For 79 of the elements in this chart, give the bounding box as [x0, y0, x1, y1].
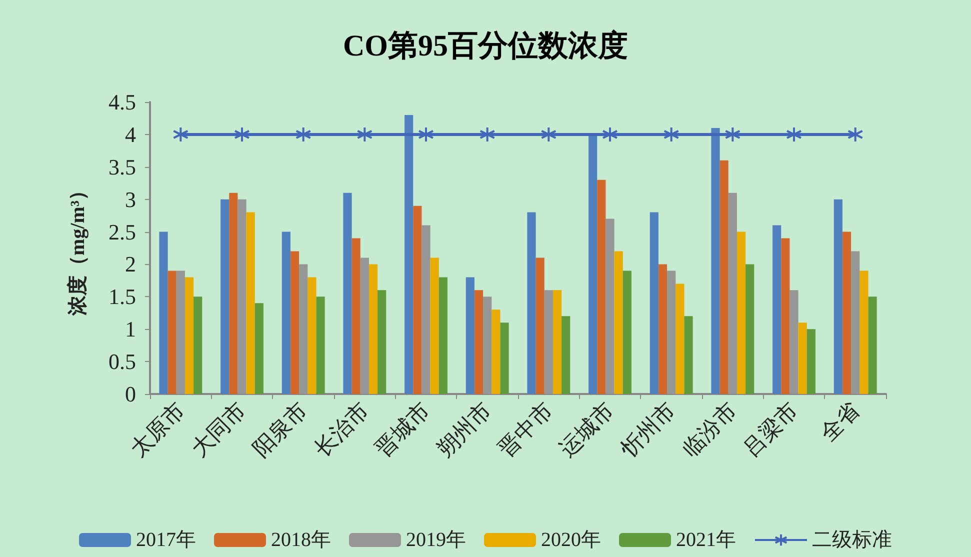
bar	[606, 218, 614, 394]
bar	[544, 290, 553, 394]
bar	[343, 192, 352, 394]
bar	[290, 251, 300, 394]
bar	[562, 316, 570, 394]
bar	[552, 290, 562, 394]
bar	[500, 322, 509, 394]
bar	[474, 290, 484, 394]
bar	[438, 277, 448, 394]
bar	[159, 232, 168, 394]
legend-label: 2021年	[676, 529, 736, 551]
legend-label: 2018年	[271, 529, 331, 551]
bar	[483, 296, 492, 394]
bar	[536, 258, 544, 394]
bar	[781, 238, 790, 394]
bar	[176, 270, 185, 394]
bar	[316, 296, 325, 394]
bar	[684, 316, 693, 394]
x-tick-label: 全省	[815, 397, 864, 446]
bar	[378, 290, 386, 394]
bar	[246, 212, 255, 394]
y-tick-label: 1	[125, 316, 136, 342]
bar	[184, 277, 194, 394]
bar	[622, 270, 632, 394]
y-tick-label: 3.5	[108, 154, 136, 180]
bar	[834, 199, 842, 394]
bar	[492, 310, 500, 394]
y-tick-label: 0.5	[108, 349, 136, 374]
bar	[772, 225, 782, 394]
bar	[658, 264, 668, 394]
chart-title: CO第95百分位数浓度	[343, 28, 628, 62]
bar	[588, 134, 598, 394]
y-tick-label: 3	[125, 186, 136, 212]
legend-label: 2020年	[541, 529, 601, 551]
bar	[422, 225, 430, 394]
y-tick-label: 0	[125, 382, 136, 406]
bar	[368, 264, 378, 394]
legend-label: 2017年	[136, 529, 196, 551]
bar	[404, 114, 414, 394]
bar	[352, 238, 360, 394]
bar	[430, 258, 439, 394]
bar	[711, 128, 720, 394]
bar	[614, 251, 623, 394]
y-tick-label: 4.5	[108, 90, 136, 114]
bar	[736, 232, 746, 394]
bar	[282, 232, 290, 394]
bar	[299, 264, 308, 394]
bar	[413, 206, 422, 394]
bar	[842, 232, 852, 394]
y-tick-label: 1.5	[108, 284, 136, 310]
y-tick-label: 2	[125, 252, 136, 277]
bar	[720, 160, 728, 394]
bar	[168, 270, 176, 394]
bar	[527, 212, 536, 394]
bar	[851, 251, 860, 394]
bar	[194, 296, 202, 394]
bar	[220, 199, 230, 394]
bar	[728, 192, 737, 394]
bar	[806, 329, 816, 394]
bar	[868, 296, 877, 394]
bar	[238, 199, 246, 394]
y-axis-title: 浓度（mg/m³）	[66, 180, 89, 316]
bar	[360, 258, 369, 394]
bar	[798, 322, 807, 394]
legend-label: 二级标准	[812, 529, 892, 551]
bar	[667, 270, 676, 394]
bar	[790, 290, 798, 394]
bar	[254, 303, 264, 394]
y-tick-label: 2.5	[108, 219, 136, 244]
bar	[676, 284, 684, 394]
bar	[597, 180, 606, 394]
bar	[650, 212, 658, 394]
bar	[746, 264, 754, 394]
legend-label: 2019年	[406, 529, 466, 551]
bar	[466, 277, 474, 394]
bar	[860, 270, 868, 394]
y-tick-label: 4	[125, 122, 136, 147]
bar	[229, 192, 238, 394]
bar	[308, 277, 316, 394]
